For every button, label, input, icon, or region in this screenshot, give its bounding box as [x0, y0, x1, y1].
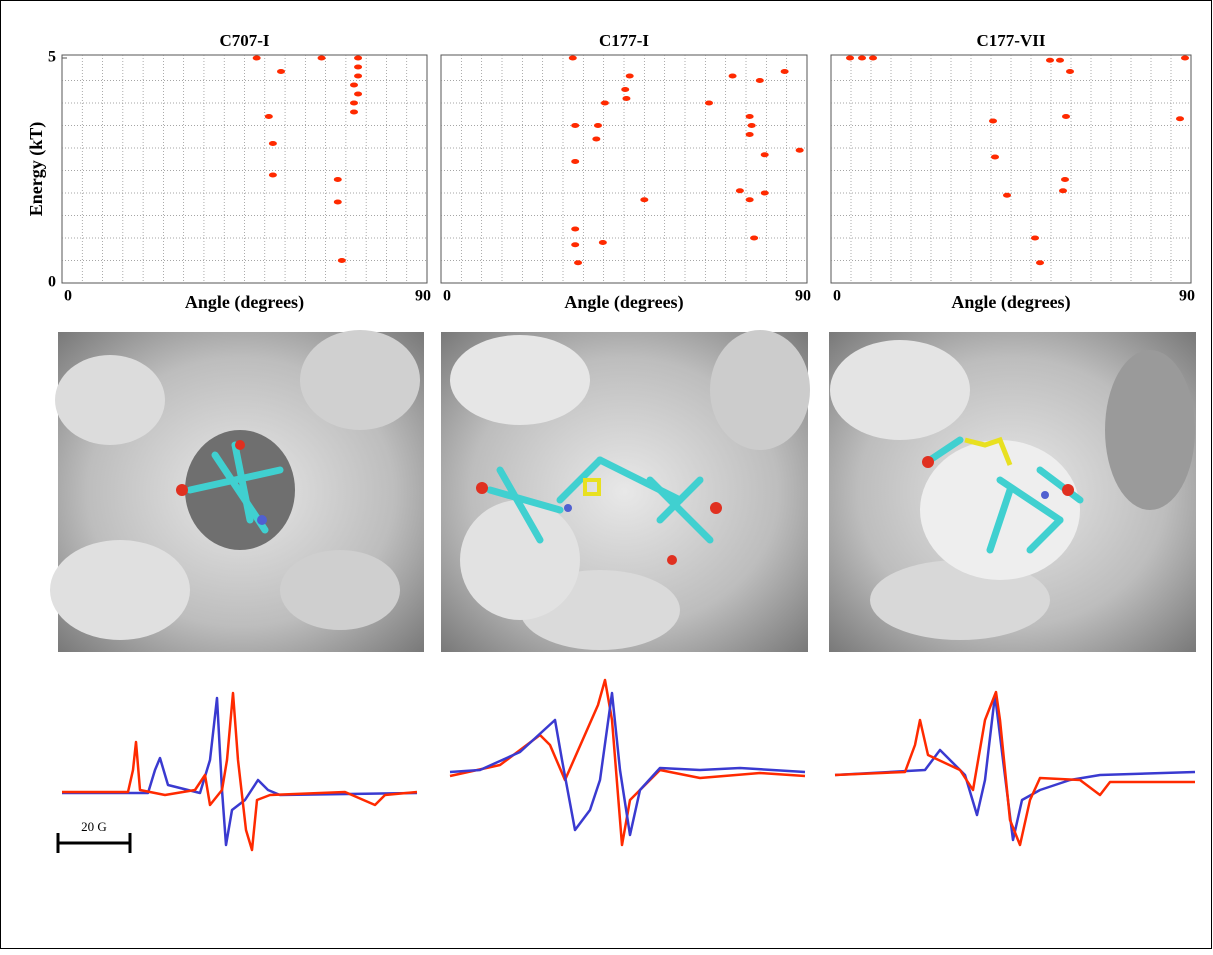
- point: [1062, 114, 1070, 119]
- point: [350, 82, 358, 88]
- x-tick-label: 90: [795, 288, 811, 305]
- point: [760, 152, 769, 158]
- point: [592, 136, 601, 142]
- point: [1046, 57, 1054, 63]
- point: [747, 123, 756, 128]
- point: [593, 123, 602, 128]
- point: [350, 100, 358, 106]
- point: [704, 100, 713, 106]
- x-tick-label: 90: [1179, 288, 1195, 305]
- scale-bar: [56, 833, 132, 853]
- point: [795, 147, 804, 153]
- x-tick-label: 0: [64, 288, 72, 305]
- y-axis-label: Energy (kT): [26, 122, 47, 217]
- point: [745, 114, 754, 119]
- point: [571, 159, 580, 164]
- point: [780, 69, 789, 74]
- point: [846, 55, 854, 61]
- point: [264, 114, 273, 119]
- spectrum: [449, 678, 806, 847]
- point: [354, 91, 363, 97]
- chart-title: C177-I: [599, 31, 649, 50]
- point: [745, 197, 754, 203]
- y-tick-label: 5: [48, 49, 56, 66]
- point: [750, 235, 759, 241]
- point: [571, 242, 580, 248]
- x-axis-label: Angle (degrees): [185, 292, 304, 313]
- point: [268, 172, 277, 178]
- point: [869, 55, 877, 61]
- point: [760, 190, 769, 196]
- point: [277, 69, 285, 74]
- molecule-image: [50, 330, 424, 652]
- point: [1056, 57, 1064, 63]
- point: [1031, 235, 1039, 241]
- point: [640, 197, 649, 203]
- x-tick-label: 0: [833, 288, 841, 305]
- point: [1066, 69, 1074, 74]
- x-axis-label: Angle (degrees): [951, 292, 1070, 313]
- point: [354, 55, 363, 61]
- point: [333, 177, 342, 182]
- spectrum: [62, 691, 418, 852]
- y-tick-label: 0: [48, 274, 56, 291]
- point: [745, 132, 754, 137]
- point: [350, 109, 358, 115]
- point: [337, 258, 346, 263]
- point: [268, 141, 277, 146]
- point: [755, 78, 764, 83]
- point: [574, 260, 583, 266]
- point: [1003, 192, 1011, 198]
- point: [1176, 116, 1184, 122]
- spectrum: [834, 690, 1196, 847]
- point: [991, 154, 999, 160]
- point: [1036, 260, 1044, 266]
- point: [252, 55, 261, 61]
- point: [1181, 55, 1189, 61]
- point: [598, 240, 607, 245]
- point: [858, 55, 866, 61]
- x-tick-label: 0: [443, 288, 451, 305]
- point: [622, 96, 631, 101]
- point: [354, 73, 363, 79]
- point: [1059, 188, 1067, 194]
- point: [728, 73, 737, 79]
- point: [354, 64, 363, 70]
- point: [735, 188, 744, 194]
- chart-title: C177-VII: [977, 31, 1046, 50]
- molecule-image: [441, 330, 810, 652]
- point: [600, 100, 609, 106]
- point: [621, 87, 630, 92]
- point: [625, 73, 634, 79]
- point: [989, 118, 997, 124]
- point: [317, 55, 326, 61]
- scale-bar-label: 20 G: [81, 819, 107, 834]
- point: [568, 55, 577, 61]
- point: [571, 123, 580, 128]
- point: [1061, 177, 1069, 182]
- x-axis-label: Angle (degrees): [564, 292, 683, 313]
- point: [571, 226, 580, 232]
- chart-title: C707-I: [219, 31, 269, 50]
- molecule-image: [829, 332, 1196, 652]
- x-tick-label: 90: [415, 288, 431, 305]
- point: [333, 199, 342, 205]
